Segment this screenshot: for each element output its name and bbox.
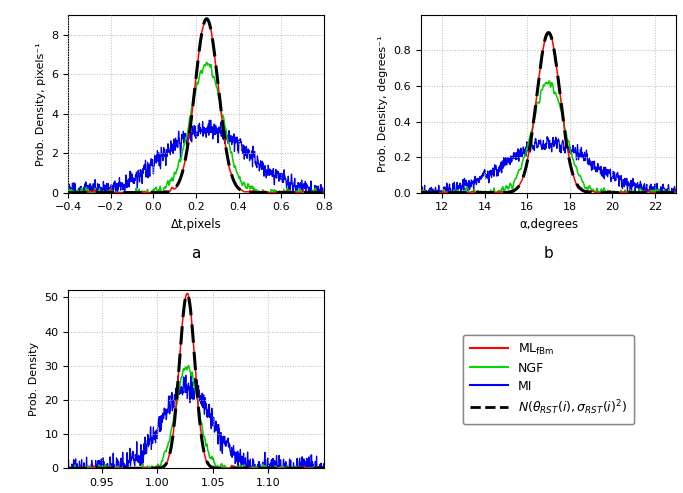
X-axis label: Δt,pixels: Δt,pixels — [171, 218, 221, 231]
X-axis label: α,degrees: α,degrees — [519, 218, 578, 231]
Y-axis label: Prob. Density, pixels⁻¹: Prob. Density, pixels⁻¹ — [36, 42, 46, 166]
Y-axis label: Prob. Density: Prob. Density — [29, 342, 39, 417]
Y-axis label: Prob. Density, degrees⁻¹: Prob. Density, degrees⁻¹ — [378, 35, 388, 172]
Legend: ML$_{\mathregular{fBm}}$, NGF, MI, $N(\theta_{RST}(i), \sigma_{RST}(i)^2)$: ML$_{\mathregular{fBm}}$, NGF, MI, $N(\t… — [462, 335, 635, 424]
Text: b: b — [544, 246, 553, 261]
Text: a: a — [191, 246, 201, 261]
